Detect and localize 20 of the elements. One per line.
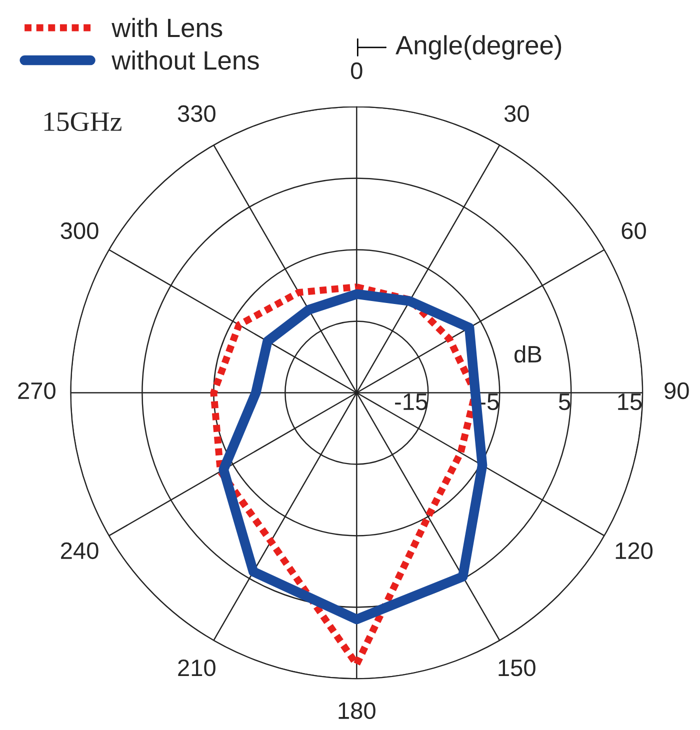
y-tick-label: -5 [480, 394, 499, 410]
text: Angle(degree) [396, 35, 562, 60]
spoke-label: 240 [61, 542, 98, 560]
y-tick-label: -15 [395, 394, 428, 410]
spoke-label: 120 [616, 542, 653, 560]
spoke-label: 180 [338, 702, 376, 720]
spoke-label: 60 [622, 222, 646, 240]
text: 15GHz [44, 112, 122, 132]
spoke-label: 0 [351, 62, 362, 80]
spoke-label: 150 [498, 659, 536, 676]
spoke-label: 30 [504, 105, 529, 122]
spoke-label: 330 [178, 105, 216, 122]
spoke-label: 300 [60, 222, 98, 240]
spoke-label: 210 [178, 659, 216, 676]
legend-label: with Lens [112, 18, 222, 38]
legend-label: without Lens [112, 50, 259, 70]
y-tick-label: 5 [558, 394, 570, 410]
text: dB [514, 345, 542, 363]
spoke-label: 270 [18, 382, 56, 400]
spoke-label: 90 [664, 382, 689, 400]
